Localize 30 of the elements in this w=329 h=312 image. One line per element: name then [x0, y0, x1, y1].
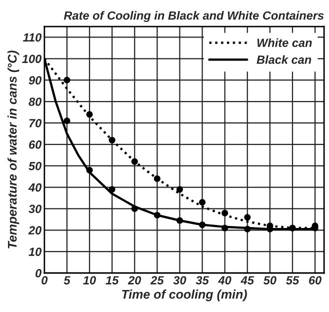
chart-title: Rate of Cooling in Black and White Containers — [64, 11, 324, 22]
x-tick-label: 40 — [218, 276, 232, 284]
y-axis-title: Temperature of water in cans (°C) — [8, 50, 20, 248]
x-tick-label: 5 — [64, 276, 70, 284]
x-tick-label: 0 — [42, 276, 48, 284]
x-tick-label: 20 — [128, 276, 142, 284]
x-tick-label: 25 — [150, 276, 164, 284]
x-tick-label: 15 — [106, 276, 119, 284]
x-tick-label: 45 — [240, 276, 254, 284]
y-tick-label: 10 — [28, 248, 42, 256]
legend-label: Black can — [256, 55, 312, 64]
x-tick-label: 30 — [173, 276, 186, 284]
y-tick-label: 0 — [36, 269, 42, 278]
y-tick-label: 70 — [29, 119, 42, 128]
x-tick-label: 10 — [83, 276, 96, 284]
x-axis-title: Time of cooling (min) — [122, 290, 247, 302]
y-tick-label: 60 — [29, 140, 42, 149]
y-tick-label: 40 — [28, 183, 42, 192]
y-tick-label: 30 — [28, 204, 42, 214]
y-tick-label: 50 — [28, 162, 42, 170]
y-tick-label: 20 — [28, 226, 42, 235]
x-tick-label: 60 — [309, 276, 322, 284]
x-tick-label: 55 — [286, 276, 300, 284]
y-tick-label: 90 — [28, 76, 42, 84]
y-tick-label: 110 — [23, 33, 42, 42]
x-tick-label: 35 — [196, 276, 209, 284]
y-tick-label: 100 — [22, 54, 42, 64]
y-tick-label: 80 — [28, 98, 42, 106]
x-tick-label: 50 — [263, 276, 276, 284]
legend-label: White can — [257, 38, 312, 47]
